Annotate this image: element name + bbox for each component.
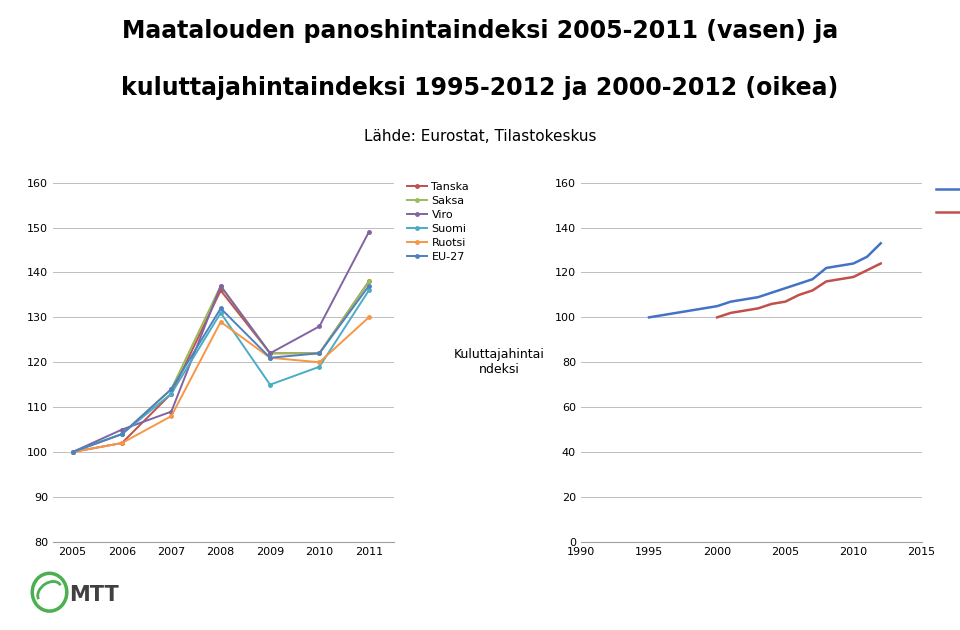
1995 = 100 <box>861 253 873 261</box>
Suomi <box>67 449 79 456</box>
Ruotsi <box>116 439 128 447</box>
EU-27 <box>314 350 325 357</box>
2000 = 100 <box>753 305 764 312</box>
Legend: Tanska, Saksa, Viro, Suomi, Ruotsi, EU-27: Tanska, Saksa, Viro, Suomi, Ruotsi, EU-2… <box>406 181 470 263</box>
Ruotsi <box>215 318 227 326</box>
Viro <box>314 323 325 330</box>
Line: 2000 = 100: 2000 = 100 <box>717 263 880 318</box>
1995 = 100 <box>738 295 750 303</box>
EU-27 <box>67 449 79 456</box>
1995 = 100 <box>793 280 804 287</box>
1995 = 100 <box>643 314 655 321</box>
Line: Saksa: Saksa <box>71 280 371 454</box>
2000 = 100 <box>821 278 832 285</box>
Text: Kuluttajahintai
ndeksi: Kuluttajahintai ndeksi <box>454 348 544 376</box>
1995 = 100 <box>848 260 859 267</box>
Viro <box>165 408 177 415</box>
Line: Tanska: Tanska <box>71 280 371 454</box>
EU-27 <box>264 354 276 362</box>
Tanska <box>116 439 128 447</box>
Suomi <box>116 430 128 438</box>
1995 = 100 <box>875 239 886 247</box>
2000 = 100 <box>766 300 778 307</box>
Text: MTT: MTT <box>69 585 119 605</box>
2000 = 100 <box>738 307 750 314</box>
Saksa <box>116 430 128 438</box>
2000 = 100 <box>848 273 859 281</box>
Saksa <box>215 282 227 290</box>
1995 = 100 <box>780 284 791 292</box>
Suomi <box>165 390 177 398</box>
Saksa <box>165 386 177 393</box>
2000 = 100 <box>806 287 818 294</box>
Viro <box>215 282 227 290</box>
1995 = 100 <box>725 298 736 306</box>
Text: Maatalouden panoshintaindeksi 2005-2011 (vasen) ja: Maatalouden panoshintaindeksi 2005-2011 … <box>122 19 838 43</box>
Line: EU-27: EU-27 <box>71 284 371 454</box>
Tanska <box>264 350 276 357</box>
1995 = 100 <box>821 264 832 272</box>
2000 = 100 <box>711 314 723 321</box>
Line: Ruotsi: Ruotsi <box>71 316 371 454</box>
Saksa <box>67 449 79 456</box>
1995 = 100 <box>766 289 778 297</box>
2000 = 100 <box>725 309 736 317</box>
Line: 1995 = 100: 1995 = 100 <box>649 243 880 318</box>
Text: kuluttajahintaindeksi 1995-2012 ja 2000-2012 (oikea): kuluttajahintaindeksi 1995-2012 ja 2000-… <box>121 76 839 100</box>
2000 = 100 <box>780 298 791 306</box>
Ruotsi <box>67 449 79 456</box>
2000 = 100 <box>861 266 873 274</box>
Suomi <box>363 287 374 294</box>
1995 = 100 <box>657 311 668 319</box>
Ruotsi <box>363 314 374 321</box>
2000 = 100 <box>875 260 886 267</box>
Tanska <box>215 287 227 294</box>
EU-27 <box>215 304 227 312</box>
2000 = 100 <box>793 291 804 299</box>
Viro <box>67 449 79 456</box>
Tanska <box>314 350 325 357</box>
Line: Suomi: Suomi <box>71 289 371 454</box>
1995 = 100 <box>670 309 682 317</box>
1995 = 100 <box>711 302 723 310</box>
Viro <box>264 350 276 357</box>
Suomi <box>215 309 227 317</box>
EU-27 <box>363 282 374 290</box>
Text: Lähde: Eurostat, Tilastokeskus: Lähde: Eurostat, Tilastokeskus <box>364 129 596 144</box>
Ruotsi <box>165 413 177 420</box>
Saksa <box>314 350 325 357</box>
Line: Viro: Viro <box>71 231 371 454</box>
2000 = 100 <box>834 275 846 283</box>
Suomi <box>314 363 325 370</box>
Ruotsi <box>264 354 276 362</box>
Viro <box>363 228 374 236</box>
1995 = 100 <box>834 262 846 270</box>
EU-27 <box>116 430 128 438</box>
Legend: 1995 = 100, 2000 = 100: 1995 = 100, 2000 = 100 <box>935 182 960 220</box>
Saksa <box>363 278 374 285</box>
1995 = 100 <box>698 305 709 312</box>
Viro <box>116 426 128 433</box>
1995 = 100 <box>684 307 696 314</box>
Tanska <box>67 449 79 456</box>
1995 = 100 <box>753 294 764 301</box>
Tanska <box>165 390 177 398</box>
Tanska <box>363 278 374 285</box>
Saksa <box>264 350 276 357</box>
1995 = 100 <box>806 275 818 283</box>
Ruotsi <box>314 358 325 366</box>
Suomi <box>264 381 276 389</box>
EU-27 <box>165 386 177 393</box>
